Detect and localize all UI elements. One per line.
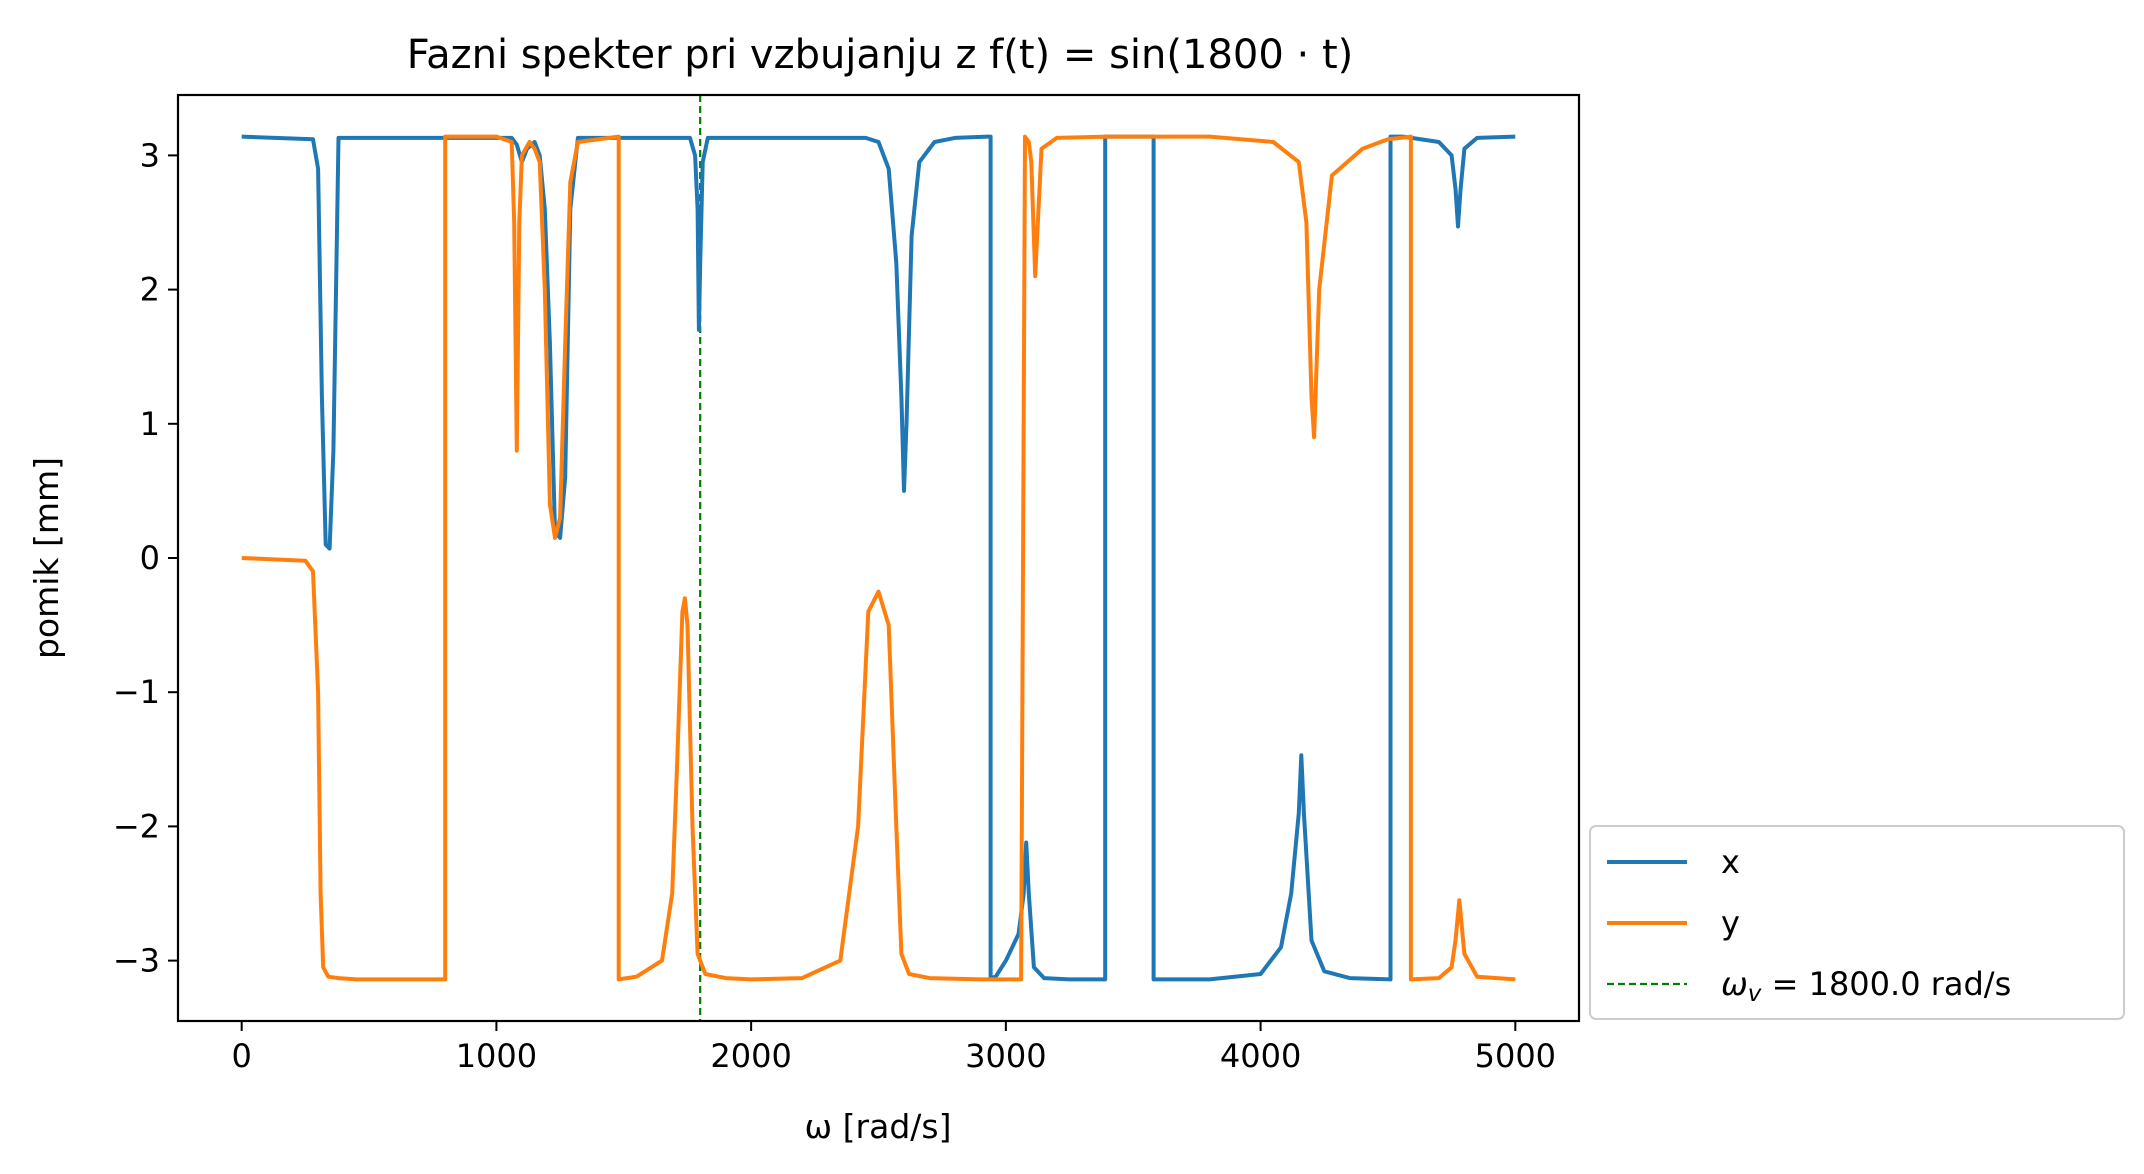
legend-box bbox=[1589, 825, 2125, 1020]
x-tick-label: 5000 bbox=[1475, 1037, 1556, 1075]
x-tick-label: 2000 bbox=[710, 1037, 791, 1075]
x-tick-label: 0 bbox=[232, 1037, 252, 1075]
series-y-line bbox=[241, 134, 1516, 982]
y-tick-label: −3 bbox=[113, 942, 160, 980]
chart-title: Fazni spekter pri vzbujanju z f(t) = sin… bbox=[407, 32, 1353, 78]
series-layer bbox=[241, 134, 1516, 982]
x-tick-label: 1000 bbox=[456, 1037, 537, 1075]
legend-label-omega-v: ωv = 1800.0 rad/s bbox=[1721, 965, 2011, 1007]
y-axis-ticks: −3 −2 −1 0 1 2 3 bbox=[113, 136, 178, 980]
y-tick-label: −1 bbox=[113, 673, 160, 711]
x-tick-label: 4000 bbox=[1220, 1037, 1301, 1075]
y-axis-label: pomik [mm] bbox=[27, 457, 66, 659]
series-x-line bbox=[241, 134, 1516, 982]
legend-label-x: x bbox=[1721, 843, 1740, 881]
y-tick-label: 1 bbox=[140, 405, 160, 443]
y-tick-label: 2 bbox=[140, 271, 160, 309]
y-tick-label: 3 bbox=[140, 136, 160, 174]
legend: x y ωv = 1800.0 rad/s bbox=[1589, 825, 2125, 1020]
y-tick-label: −2 bbox=[113, 807, 160, 845]
x-tick-label: 3000 bbox=[965, 1037, 1046, 1075]
x-axis-label: ω [rad/s] bbox=[805, 1107, 952, 1146]
y-tick-label: 0 bbox=[140, 539, 160, 577]
x-axis-ticks: 0 1000 2000 3000 4000 5000 bbox=[232, 1021, 1556, 1075]
legend-label-y: y bbox=[1721, 904, 1740, 942]
